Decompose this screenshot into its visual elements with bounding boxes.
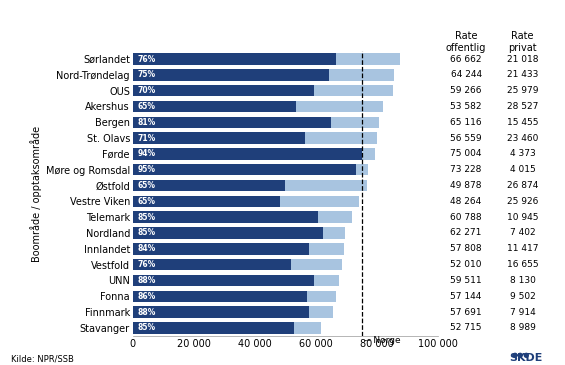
Bar: [294, 322, 321, 334]
Text: 95%: 95%: [137, 165, 155, 174]
Text: 52 715: 52 715: [450, 323, 482, 333]
Bar: [305, 132, 377, 144]
Bar: [133, 148, 362, 160]
Text: SKDE: SKDE: [508, 353, 542, 363]
Text: 11 417: 11 417: [507, 244, 538, 253]
Text: 65%: 65%: [137, 197, 155, 206]
Bar: [332, 116, 379, 128]
Text: 57 144: 57 144: [450, 292, 482, 301]
Bar: [133, 116, 332, 128]
Text: 84%: 84%: [137, 244, 155, 253]
Text: 25 926: 25 926: [507, 197, 538, 206]
Bar: [133, 164, 356, 176]
Bar: [133, 101, 296, 112]
Text: 85%: 85%: [137, 213, 155, 222]
Text: 65%: 65%: [137, 181, 155, 190]
Text: 57 808: 57 808: [450, 244, 482, 253]
Text: 86%: 86%: [137, 292, 155, 301]
Text: 8 130: 8 130: [510, 276, 536, 285]
Text: 52 010: 52 010: [450, 260, 482, 269]
Text: 7 914: 7 914: [510, 308, 536, 316]
Text: 62 271: 62 271: [450, 228, 482, 238]
Text: ●●●: ●●●: [511, 353, 530, 358]
Text: 75 004: 75 004: [450, 149, 482, 158]
Text: 76%: 76%: [137, 260, 155, 269]
Bar: [133, 85, 314, 96]
Text: 21 018: 21 018: [507, 54, 538, 64]
Text: 9 502: 9 502: [510, 292, 536, 301]
Text: 4 015: 4 015: [510, 165, 536, 174]
Text: 49 878: 49 878: [450, 181, 482, 190]
Text: Rate
offentlig: Rate offentlig: [446, 31, 486, 53]
Text: 66 662: 66 662: [450, 54, 482, 64]
Text: 21 433: 21 433: [507, 70, 538, 79]
Text: 26 874: 26 874: [507, 181, 538, 190]
Bar: [329, 69, 394, 81]
Text: 88%: 88%: [137, 308, 156, 316]
Bar: [314, 85, 393, 96]
Bar: [280, 196, 359, 207]
Text: 16 655: 16 655: [507, 260, 538, 269]
Bar: [307, 291, 336, 302]
Text: 4 373: 4 373: [510, 149, 536, 158]
Bar: [362, 148, 375, 160]
Bar: [133, 275, 314, 286]
Text: Kilde: NPR/SSB: Kilde: NPR/SSB: [11, 354, 74, 363]
Bar: [133, 180, 285, 191]
Text: 25 979: 25 979: [507, 86, 538, 95]
Bar: [309, 243, 344, 254]
Text: 53 582: 53 582: [450, 102, 482, 111]
Text: 15 455: 15 455: [507, 118, 538, 127]
Bar: [133, 69, 329, 81]
Text: 7 402: 7 402: [510, 228, 536, 238]
Bar: [356, 164, 368, 176]
Text: 65 116: 65 116: [450, 118, 482, 127]
Text: 94%: 94%: [137, 149, 155, 158]
Bar: [314, 275, 339, 286]
Text: 28 527: 28 527: [507, 102, 538, 111]
Bar: [133, 322, 294, 334]
Bar: [133, 211, 318, 223]
Text: 8 989: 8 989: [510, 323, 536, 333]
Bar: [133, 306, 309, 318]
Bar: [292, 259, 342, 270]
Bar: [133, 196, 280, 207]
Text: 10 945: 10 945: [507, 213, 538, 222]
Bar: [133, 243, 309, 254]
Bar: [296, 101, 383, 112]
Text: 75%: 75%: [137, 70, 155, 79]
Bar: [309, 306, 333, 318]
Text: 81%: 81%: [137, 118, 155, 127]
Text: 76%: 76%: [137, 54, 155, 64]
Text: 59 511: 59 511: [450, 276, 482, 285]
Text: 65%: 65%: [137, 102, 155, 111]
Bar: [285, 180, 367, 191]
Bar: [133, 53, 336, 65]
Bar: [133, 132, 305, 144]
Text: 85%: 85%: [137, 323, 155, 333]
Text: 73 228: 73 228: [450, 165, 482, 174]
Text: 85%: 85%: [137, 228, 155, 238]
Bar: [133, 259, 292, 270]
Bar: [133, 227, 323, 239]
Text: 48 264: 48 264: [450, 197, 482, 206]
Text: Rate
privat: Rate privat: [508, 31, 537, 53]
Bar: [318, 211, 351, 223]
Text: 56 559: 56 559: [450, 134, 482, 143]
Text: 23 460: 23 460: [507, 134, 538, 143]
Text: 88%: 88%: [137, 276, 156, 285]
Text: 64 244: 64 244: [450, 70, 482, 79]
Text: 60 788: 60 788: [450, 213, 482, 222]
Text: 71%: 71%: [137, 134, 155, 143]
Y-axis label: Boområde / opptaksområde: Boområde / opptaksområde: [30, 126, 42, 261]
Bar: [323, 227, 345, 239]
Bar: [133, 291, 307, 302]
Text: -- Norge: -- Norge: [364, 336, 401, 345]
Text: 57 691: 57 691: [450, 308, 482, 316]
Text: 70%: 70%: [137, 86, 155, 95]
Bar: [336, 53, 400, 65]
Text: 59 266: 59 266: [450, 86, 482, 95]
